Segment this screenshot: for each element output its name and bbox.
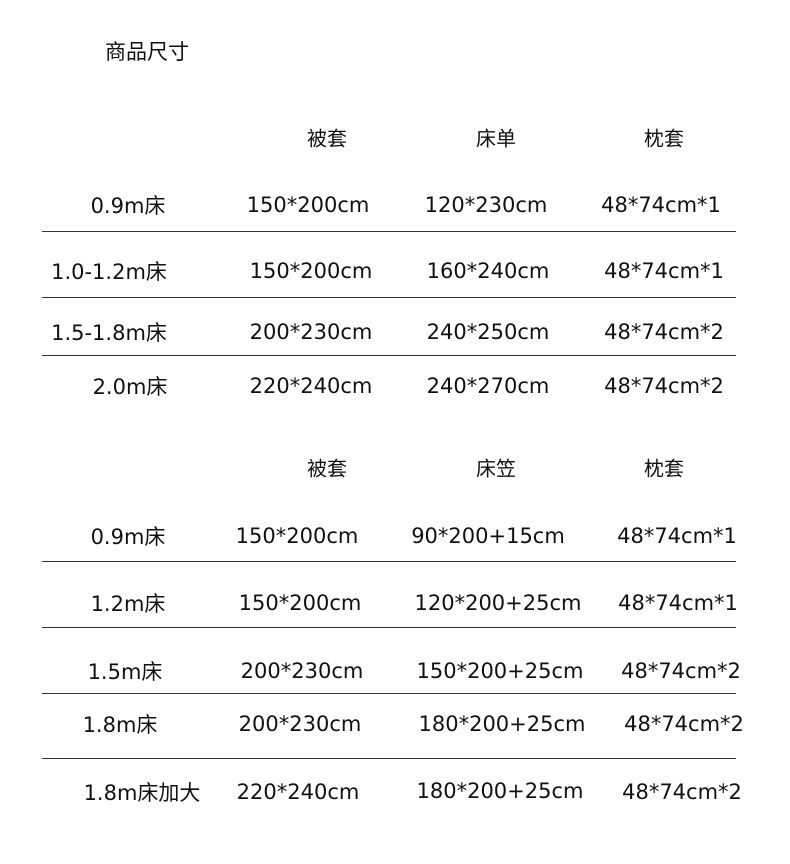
duvet-size: 150*200cm — [235, 524, 359, 548]
row-divider — [42, 297, 736, 298]
fitted-sheet-size: 150*200+25cm — [416, 659, 584, 683]
duvet-size: 200*230cm — [238, 712, 362, 736]
duvet-size: 150*200cm — [238, 591, 362, 615]
duvet-size: 220*240cm — [236, 780, 360, 804]
sheet-size: 240*250cm — [426, 320, 550, 344]
pillowcase-size: 48*74cm*2 — [622, 780, 742, 804]
header-pillowcase: 枕套 — [644, 126, 684, 151]
sheet-size: 120*230cm — [424, 193, 548, 217]
header-sheet: 床单 — [476, 126, 516, 151]
row-divider — [42, 355, 736, 356]
bed-size: 1.0-1.2m床 — [51, 260, 167, 284]
header-pillowcase: 枕套 — [644, 456, 684, 481]
pillowcase-size: 48*74cm*1 — [618, 591, 738, 615]
page-title: 商品尺寸 — [105, 40, 189, 64]
bed-size: 1.5-1.8m床 — [51, 321, 167, 345]
sheet-size: 240*270cm — [426, 374, 550, 398]
bed-size: 1.5m床 — [87, 660, 163, 684]
pillowcase-size: 48*74cm*2 — [624, 712, 744, 736]
header-fitted-sheet: 床笠 — [476, 456, 516, 481]
sheet-size: 160*240cm — [426, 259, 550, 283]
fitted-sheet-size: 180*200+25cm — [416, 779, 584, 803]
bed-size: 1.8m床 — [82, 713, 158, 737]
row-divider — [42, 561, 736, 562]
pillowcase-size: 48*74cm*1 — [604, 259, 724, 283]
bed-size: 1.2m床 — [90, 592, 166, 616]
row-divider — [42, 231, 736, 232]
duvet-size: 150*200cm — [246, 193, 370, 217]
fitted-sheet-size: 180*200+25cm — [418, 712, 586, 736]
pillowcase-size: 48*74cm*1 — [617, 524, 737, 548]
pillowcase-size: 48*74cm*2 — [604, 320, 724, 344]
duvet-size: 200*230cm — [240, 659, 364, 683]
pillowcase-size: 48*74cm*2 — [621, 659, 741, 683]
row-divider — [42, 693, 736, 694]
bed-size: 1.8m床加大 — [83, 781, 201, 805]
bed-size: 2.0m床 — [92, 375, 168, 399]
row-divider — [42, 627, 736, 628]
pillowcase-size: 48*74cm*2 — [604, 374, 724, 398]
header-duvet: 被套 — [307, 456, 347, 481]
bed-size: 0.9m床 — [90, 525, 166, 549]
duvet-size: 150*200cm — [249, 259, 373, 283]
row-divider — [42, 758, 736, 759]
duvet-size: 200*230cm — [249, 320, 373, 344]
duvet-size: 220*240cm — [249, 374, 373, 398]
header-duvet: 被套 — [307, 126, 347, 151]
pillowcase-size: 48*74cm*1 — [601, 193, 721, 217]
fitted-sheet-size: 120*200+25cm — [414, 591, 582, 615]
bed-size: 0.9m床 — [90, 194, 166, 218]
fitted-sheet-size: 90*200+15cm — [411, 524, 565, 548]
